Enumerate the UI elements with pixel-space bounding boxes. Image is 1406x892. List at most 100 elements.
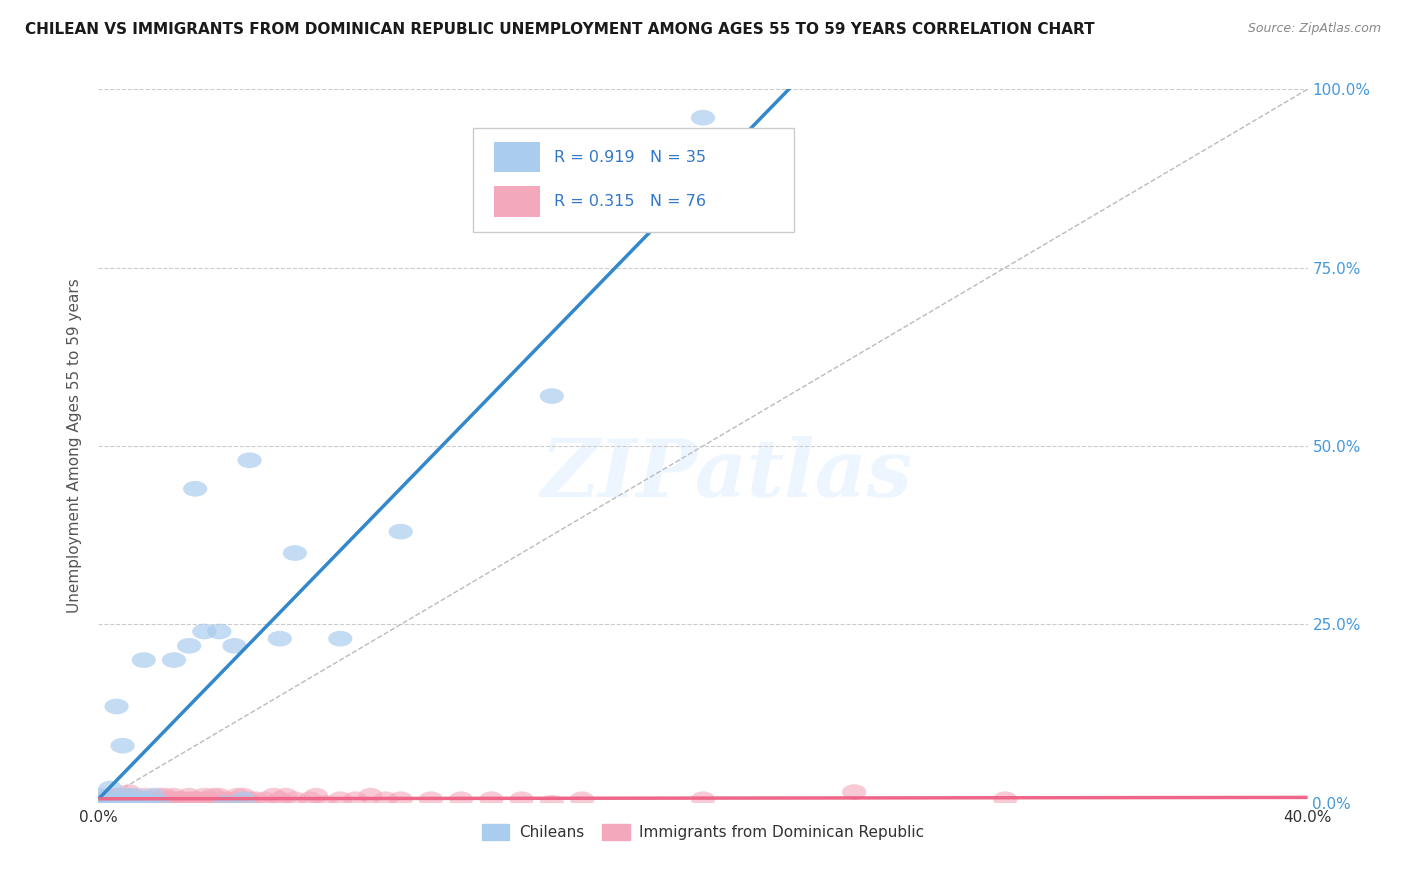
Ellipse shape xyxy=(101,791,125,807)
Ellipse shape xyxy=(419,791,443,807)
Text: ZIPatlas: ZIPatlas xyxy=(541,436,914,513)
Ellipse shape xyxy=(98,788,122,804)
Ellipse shape xyxy=(167,791,193,807)
Ellipse shape xyxy=(111,738,135,754)
Ellipse shape xyxy=(207,624,232,640)
Ellipse shape xyxy=(96,791,120,807)
Ellipse shape xyxy=(314,795,337,811)
Ellipse shape xyxy=(509,791,534,807)
Text: R = 0.315   N = 76: R = 0.315 N = 76 xyxy=(554,194,706,209)
Ellipse shape xyxy=(111,788,135,804)
Ellipse shape xyxy=(183,481,207,497)
Ellipse shape xyxy=(193,791,217,807)
Ellipse shape xyxy=(177,791,201,807)
Ellipse shape xyxy=(104,788,129,804)
Ellipse shape xyxy=(117,795,141,811)
Ellipse shape xyxy=(107,795,132,811)
Ellipse shape xyxy=(201,788,225,804)
Ellipse shape xyxy=(193,624,217,640)
Ellipse shape xyxy=(328,791,353,807)
Ellipse shape xyxy=(117,784,141,800)
Legend: Chileans, Immigrants from Dominican Republic: Chileans, Immigrants from Dominican Repu… xyxy=(475,818,931,847)
Ellipse shape xyxy=(177,638,201,654)
Ellipse shape xyxy=(165,791,188,807)
Ellipse shape xyxy=(374,791,398,807)
Ellipse shape xyxy=(107,795,132,811)
Ellipse shape xyxy=(107,791,132,807)
Ellipse shape xyxy=(101,795,125,811)
Ellipse shape xyxy=(449,791,474,807)
Ellipse shape xyxy=(162,791,186,807)
Ellipse shape xyxy=(153,788,177,804)
Ellipse shape xyxy=(141,795,165,811)
Ellipse shape xyxy=(262,788,285,804)
Ellipse shape xyxy=(842,784,866,800)
Ellipse shape xyxy=(232,791,256,807)
Ellipse shape xyxy=(283,545,307,561)
Ellipse shape xyxy=(540,795,564,811)
Ellipse shape xyxy=(146,788,172,804)
Ellipse shape xyxy=(238,452,262,468)
Ellipse shape xyxy=(388,524,413,540)
Ellipse shape xyxy=(86,795,111,811)
Ellipse shape xyxy=(141,791,165,807)
Ellipse shape xyxy=(104,698,129,714)
Ellipse shape xyxy=(328,631,353,647)
Ellipse shape xyxy=(96,791,120,807)
Ellipse shape xyxy=(207,791,232,807)
Ellipse shape xyxy=(138,791,162,807)
Ellipse shape xyxy=(86,788,111,804)
Text: R = 0.919   N = 35: R = 0.919 N = 35 xyxy=(554,150,706,164)
Ellipse shape xyxy=(283,791,307,807)
Ellipse shape xyxy=(243,791,267,807)
Ellipse shape xyxy=(114,795,138,811)
Bar xyxy=(494,142,540,172)
Ellipse shape xyxy=(479,791,503,807)
Ellipse shape xyxy=(150,791,174,807)
Ellipse shape xyxy=(122,791,146,807)
Ellipse shape xyxy=(232,788,256,804)
Ellipse shape xyxy=(98,780,122,797)
Ellipse shape xyxy=(122,788,146,804)
Ellipse shape xyxy=(225,788,250,804)
Ellipse shape xyxy=(141,788,165,804)
Ellipse shape xyxy=(125,795,150,811)
Ellipse shape xyxy=(690,791,716,807)
Ellipse shape xyxy=(222,791,246,807)
Ellipse shape xyxy=(304,788,328,804)
Ellipse shape xyxy=(93,791,117,807)
Ellipse shape xyxy=(117,791,141,807)
Ellipse shape xyxy=(159,791,183,807)
Ellipse shape xyxy=(104,791,129,807)
Ellipse shape xyxy=(540,388,564,404)
Ellipse shape xyxy=(122,795,146,811)
Ellipse shape xyxy=(96,795,120,811)
Ellipse shape xyxy=(238,791,262,807)
Ellipse shape xyxy=(690,110,716,126)
Ellipse shape xyxy=(129,795,153,811)
Ellipse shape xyxy=(274,788,298,804)
Ellipse shape xyxy=(388,791,413,807)
Ellipse shape xyxy=(195,791,219,807)
Ellipse shape xyxy=(214,791,238,807)
Ellipse shape xyxy=(162,788,186,804)
Bar xyxy=(494,186,540,217)
Ellipse shape xyxy=(111,791,135,807)
Ellipse shape xyxy=(222,638,246,654)
Ellipse shape xyxy=(359,788,382,804)
Ellipse shape xyxy=(132,791,156,807)
Ellipse shape xyxy=(267,791,292,807)
Ellipse shape xyxy=(207,788,232,804)
Ellipse shape xyxy=(117,791,141,807)
Ellipse shape xyxy=(101,791,125,807)
Ellipse shape xyxy=(186,791,211,807)
Ellipse shape xyxy=(93,791,117,807)
Ellipse shape xyxy=(117,788,141,804)
Ellipse shape xyxy=(132,652,156,668)
Ellipse shape xyxy=(132,788,156,804)
Ellipse shape xyxy=(146,795,172,811)
Ellipse shape xyxy=(132,791,156,807)
Ellipse shape xyxy=(180,791,204,807)
Ellipse shape xyxy=(343,791,367,807)
Ellipse shape xyxy=(114,788,138,804)
